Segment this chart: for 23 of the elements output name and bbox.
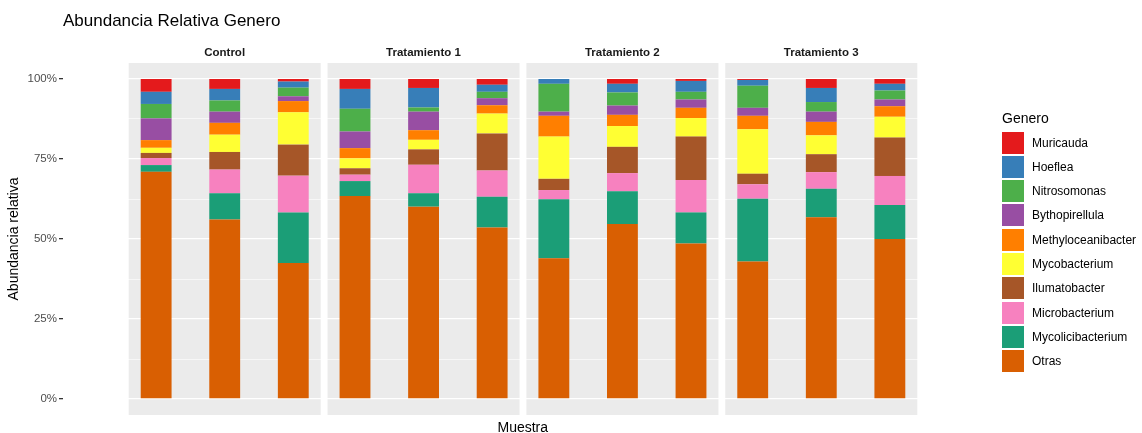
y-tick-label: 50% (33, 232, 57, 245)
legend-label: Muricauda (1032, 135, 1089, 150)
x-axis-title: Muestra (497, 419, 549, 433)
legend-label: Microbacterium (1032, 305, 1115, 320)
chart-title: Abundancia Relativa Genero (63, 11, 281, 31)
legend-label: Methyloceanibacter (1032, 232, 1137, 247)
text: Control (204, 45, 246, 59)
text: Tratamiento 1 (386, 45, 461, 59)
y-tick-label: 25% (33, 312, 57, 325)
y-tick-label: 0% (40, 392, 57, 405)
text: Tratamiento 3 (783, 45, 859, 59)
legend-label: Nitrosomonas (1032, 184, 1107, 199)
legend-label: Ilumatobacter (1032, 281, 1105, 296)
y-axis-title: Abundancia relativa (5, 177, 22, 301)
legend-label: Hoeflea (1032, 159, 1074, 174)
legend-label: Mycobacterium (1032, 257, 1114, 271)
legend-title: Genero (1002, 110, 1049, 126)
legend-label: Mycolicibacterium (1032, 329, 1128, 344)
legend-label: Bythopirellula (1032, 208, 1105, 223)
y-tick-label: 75% (33, 152, 57, 165)
y-tick-label: 100% (27, 72, 57, 85)
legend-label: Otras (1032, 354, 1062, 369)
text: Tratamiento 2 (584, 45, 660, 59)
